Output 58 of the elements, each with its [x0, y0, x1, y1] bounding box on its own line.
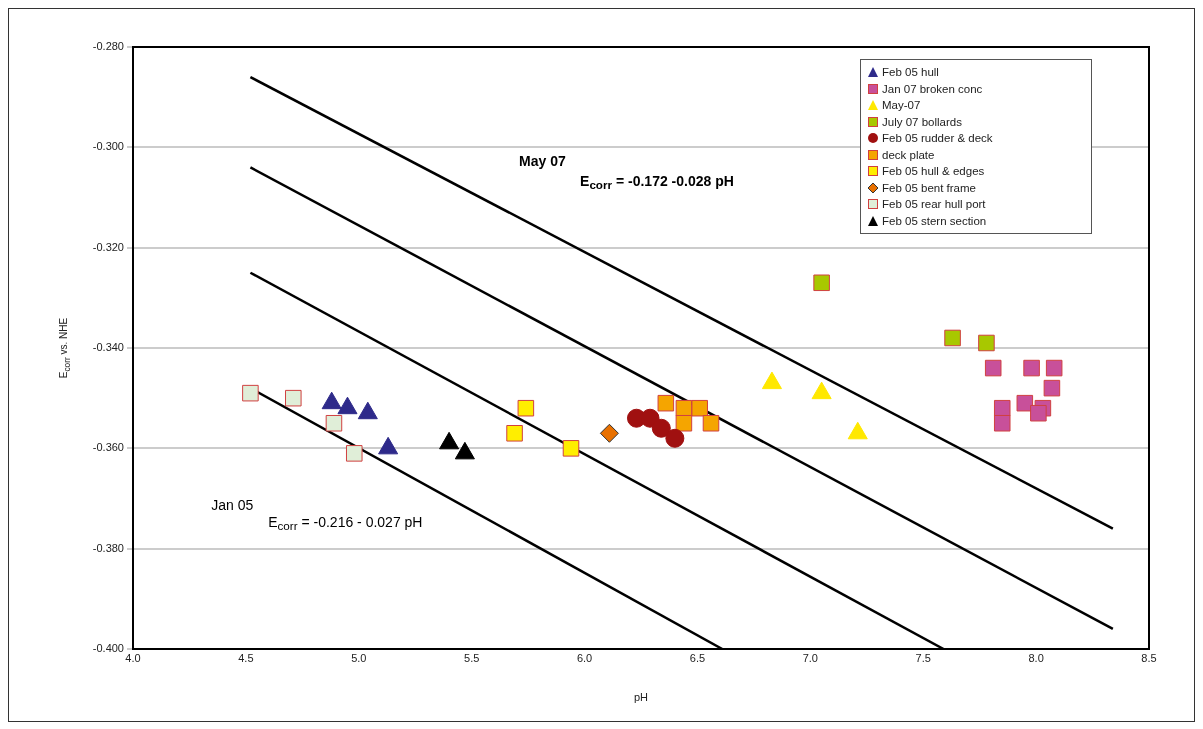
x-tick-label: 6.0 [576, 651, 593, 664]
legend-label: Feb 05 rear hull port [882, 198, 986, 211]
legend-label: May-07 [882, 99, 921, 112]
point [984, 359, 1002, 377]
annotation: May 07 [519, 153, 566, 170]
legend-label: Jan 07 broken conc [882, 82, 983, 95]
legend-label: Feb 05 stern section [882, 214, 987, 227]
legend-label: deck plate [882, 148, 935, 161]
y-tick-label: -0.360 [92, 441, 124, 454]
point [1043, 379, 1061, 397]
point [691, 399, 708, 417]
x-tick-label: 7.5 [915, 651, 931, 664]
x-tick-label: 4.5 [238, 651, 254, 664]
point [944, 329, 961, 347]
annotation: E$_{corr}$ = -0.172 -0.028 pH [580, 173, 734, 192]
y-tick-label: -0.380 [92, 541, 124, 554]
annotation: Jan 05 [211, 496, 254, 513]
legend-label: Feb 05 hull [882, 66, 939, 79]
y-tick-label: -0.280 [92, 40, 124, 53]
x-tick-label: 6.5 [689, 651, 706, 664]
y-tick-label: -0.320 [92, 240, 124, 253]
x-tick-label: 5.0 [351, 651, 367, 664]
point [993, 399, 1011, 417]
point [506, 425, 523, 442]
point [675, 414, 693, 432]
point [702, 414, 720, 432]
legend-label: July 07 bollards [882, 115, 962, 128]
x-tick-label: 4.0 [125, 651, 141, 664]
point [978, 334, 995, 352]
legend-label: Feb 05 bent frame [882, 181, 976, 194]
y-tick-label: -0.300 [92, 140, 124, 153]
point [285, 389, 302, 407]
point [1016, 394, 1034, 412]
x-axis-title: pH [633, 691, 649, 704]
point [1030, 404, 1047, 422]
point [562, 440, 580, 457]
point [651, 418, 671, 438]
point [345, 445, 363, 462]
legend-label: Feb 05 hull & edges [882, 165, 985, 178]
y-tick-label: -0.400 [92, 642, 124, 655]
point [665, 428, 685, 448]
point [599, 423, 619, 443]
point [657, 394, 675, 412]
point [993, 414, 1011, 432]
legend-label: Feb 05 rudder & deck [882, 132, 993, 145]
x-tick-label: 7.0 [802, 651, 818, 664]
annotation: E$_{corr}$ = -0.216 - 0.027 pH [268, 513, 423, 532]
point [1045, 359, 1063, 377]
point [1023, 359, 1040, 377]
point [325, 414, 343, 432]
point [242, 384, 259, 402]
x-tick-label: 8.0 [1028, 651, 1044, 664]
x-tick-label: 8.5 [1141, 651, 1157, 664]
point [813, 274, 830, 292]
x-tick-label: 5.5 [464, 651, 480, 664]
point [640, 408, 660, 428]
point [517, 399, 535, 417]
y-tick-label: -0.340 [92, 341, 124, 354]
